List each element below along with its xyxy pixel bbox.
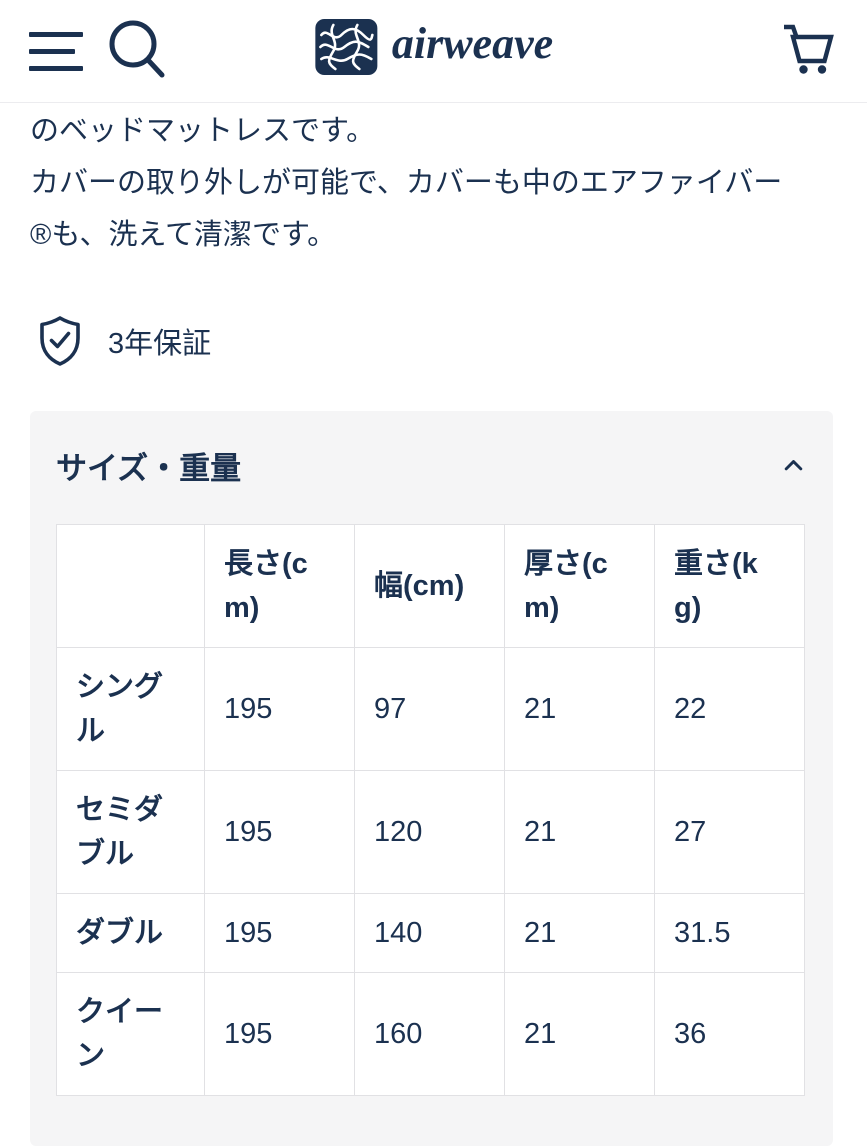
product-description: のベッドマットレスです。 カバーの取り外しが可能で、カバーも中のエアファイバー … — [0, 103, 867, 261]
hamburger-menu-button[interactable] — [29, 23, 85, 79]
cell-thickness: 21 — [504, 770, 655, 894]
search-icon — [109, 20, 165, 78]
search-button[interactable] — [106, 17, 170, 83]
table-header-row: 長さ(cm) 幅(cm) 厚さ(cm) 重さ(kg) — [56, 524, 805, 648]
warranty-row: 3年保証 — [0, 315, 867, 367]
header-cell-width: 幅(cm) — [354, 524, 505, 648]
table-row: セミダブル 195 120 21 27 — [56, 770, 805, 894]
chevron-up-icon — [784, 460, 803, 471]
table-row: シングル 195 97 21 22 — [56, 647, 805, 771]
cell-width: 120 — [354, 770, 505, 894]
cart-button[interactable] — [775, 16, 839, 80]
cell-width: 140 — [354, 893, 505, 973]
row-label: セミダブル — [56, 770, 205, 894]
size-weight-title: サイズ・重量 — [56, 451, 242, 486]
row-label: クイーン — [56, 972, 205, 1096]
airweave-logo-mark — [314, 19, 377, 75]
cell-thickness: 21 — [504, 647, 655, 771]
cart-icon — [784, 24, 834, 74]
size-weight-accordion-toggle[interactable]: サイズ・重量 — [56, 443, 807, 488]
size-weight-section: サイズ・重量 長さ(cm) 幅(cm) 厚さ(cm) 重さ(kg) シングル 1… — [30, 411, 833, 1146]
brand-logo-link[interactable]: airweave — [314, 18, 553, 76]
table-row: クイーン 195 160 21 36 — [56, 972, 805, 1096]
cell-length: 195 — [204, 770, 355, 894]
table-row: ダブル 195 140 21 31.5 — [56, 893, 805, 973]
header-cell-length: 長さ(cm) — [204, 524, 355, 648]
cell-width: 97 — [354, 647, 505, 771]
cell-weight: 22 — [654, 647, 805, 771]
size-weight-table: 長さ(cm) 幅(cm) 厚さ(cm) 重さ(kg) シングル 195 97 2… — [56, 524, 805, 1096]
shield-check-icon — [40, 316, 80, 366]
cell-length: 195 — [204, 893, 355, 973]
site-header: airweave — [0, 0, 867, 103]
cell-weight: 36 — [654, 972, 805, 1096]
description-line: カバーの取り外しが可能で、カバーも中のエアファイバー — [30, 167, 783, 199]
warranty-label: 3年保証 — [108, 328, 212, 360]
cell-width: 160 — [354, 972, 505, 1096]
header-cell-weight: 重さ(kg) — [654, 524, 805, 648]
cell-length: 195 — [204, 972, 355, 1096]
cell-weight: 27 — [654, 770, 805, 894]
header-cell-thickness: 厚さ(cm) — [504, 524, 655, 648]
row-label: ダブル — [56, 893, 205, 973]
cell-length: 195 — [204, 647, 355, 771]
row-label: シングル — [56, 647, 205, 771]
description-line: ®も、洗えて清潔です。 — [30, 219, 337, 251]
description-line: のベッドマットレスです。 — [30, 115, 376, 147]
cell-weight: 31.5 — [654, 893, 805, 973]
brand-wordmark: airweave — [391, 19, 554, 68]
cell-thickness: 21 — [504, 893, 655, 973]
cell-thickness: 21 — [504, 972, 655, 1096]
header-cell-blank — [56, 524, 205, 648]
